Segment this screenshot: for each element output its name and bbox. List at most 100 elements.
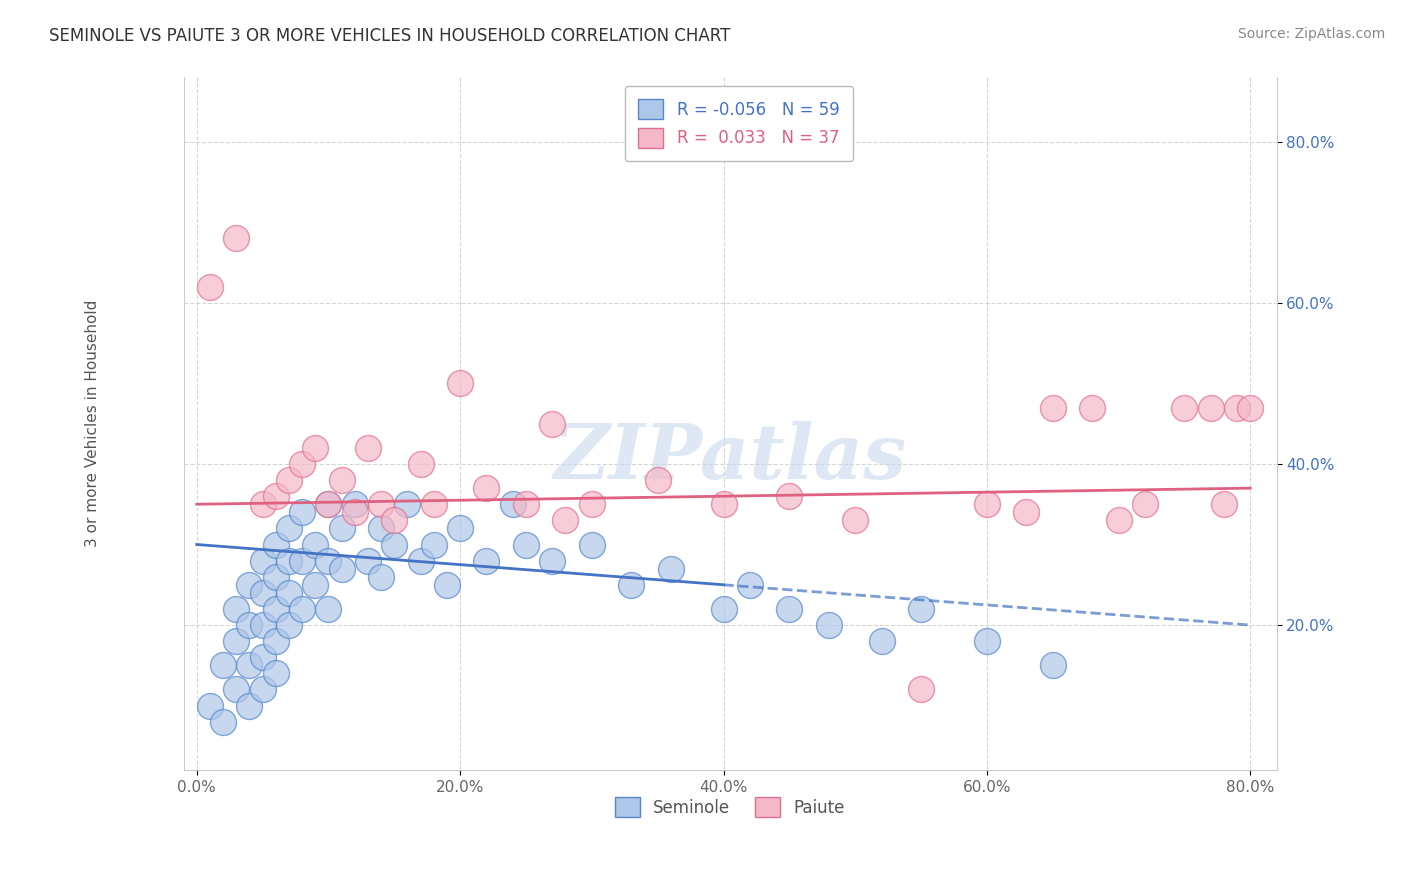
- Point: [252, 497, 274, 511]
- Point: [423, 497, 446, 511]
- Point: [382, 537, 405, 551]
- Point: [330, 473, 353, 487]
- Point: [1212, 497, 1234, 511]
- Text: Source: ZipAtlas.com: Source: ZipAtlas.com: [1237, 27, 1385, 41]
- Point: [318, 497, 340, 511]
- Point: [318, 553, 340, 567]
- Text: SEMINOLE VS PAIUTE 3 OR MORE VEHICLES IN HOUSEHOLD CORRELATION CHART: SEMINOLE VS PAIUTE 3 OR MORE VEHICLES IN…: [49, 27, 731, 45]
- Point: [291, 602, 314, 616]
- Point: [647, 473, 669, 487]
- Point: [212, 658, 235, 673]
- Point: [252, 618, 274, 632]
- Legend: Seminole, Paiute: Seminole, Paiute: [609, 790, 852, 824]
- Text: ZIPatlas: ZIPatlas: [554, 421, 907, 495]
- Point: [225, 634, 247, 648]
- Point: [252, 553, 274, 567]
- Point: [278, 618, 301, 632]
- Point: [554, 513, 576, 527]
- Point: [1199, 401, 1222, 415]
- Point: [659, 562, 682, 576]
- Point: [278, 553, 301, 567]
- Point: [264, 666, 287, 681]
- Point: [409, 457, 432, 471]
- Point: [238, 698, 260, 713]
- Point: [713, 497, 735, 511]
- Point: [1015, 505, 1038, 519]
- Point: [291, 457, 314, 471]
- Point: [343, 497, 366, 511]
- Point: [1108, 513, 1130, 527]
- Point: [475, 481, 498, 495]
- Point: [304, 441, 326, 455]
- Point: [291, 505, 314, 519]
- Point: [198, 280, 221, 294]
- Point: [502, 497, 524, 511]
- Point: [423, 537, 446, 551]
- Point: [264, 602, 287, 616]
- Point: [1226, 401, 1249, 415]
- Point: [515, 497, 537, 511]
- Point: [252, 650, 274, 665]
- Point: [212, 714, 235, 729]
- Point: [238, 658, 260, 673]
- Point: [581, 537, 603, 551]
- Point: [304, 537, 326, 551]
- Point: [264, 537, 287, 551]
- Point: [225, 231, 247, 245]
- Point: [357, 441, 380, 455]
- Point: [343, 505, 366, 519]
- Point: [910, 682, 932, 697]
- Point: [515, 537, 537, 551]
- Point: [318, 602, 340, 616]
- Point: [357, 553, 380, 567]
- Point: [225, 682, 247, 697]
- Point: [278, 473, 301, 487]
- Point: [264, 634, 287, 648]
- Point: [1042, 401, 1064, 415]
- Point: [738, 578, 761, 592]
- Point: [778, 602, 800, 616]
- Point: [225, 602, 247, 616]
- Point: [818, 618, 841, 632]
- Point: [1239, 401, 1261, 415]
- Point: [238, 578, 260, 592]
- Point: [370, 521, 392, 535]
- Point: [370, 497, 392, 511]
- Point: [278, 586, 301, 600]
- Point: [264, 570, 287, 584]
- Point: [976, 497, 998, 511]
- Point: [870, 634, 893, 648]
- Point: [252, 586, 274, 600]
- Point: [409, 553, 432, 567]
- Y-axis label: 3 or more Vehicles in Household: 3 or more Vehicles in Household: [86, 300, 100, 548]
- Point: [541, 417, 564, 431]
- Point: [713, 602, 735, 616]
- Point: [976, 634, 998, 648]
- Point: [198, 698, 221, 713]
- Point: [278, 521, 301, 535]
- Point: [318, 497, 340, 511]
- Point: [1081, 401, 1104, 415]
- Point: [264, 489, 287, 503]
- Point: [330, 521, 353, 535]
- Point: [581, 497, 603, 511]
- Point: [382, 513, 405, 527]
- Point: [475, 553, 498, 567]
- Point: [541, 553, 564, 567]
- Point: [252, 682, 274, 697]
- Point: [304, 578, 326, 592]
- Point: [330, 562, 353, 576]
- Point: [1042, 658, 1064, 673]
- Point: [291, 553, 314, 567]
- Point: [238, 618, 260, 632]
- Point: [449, 521, 471, 535]
- Point: [396, 497, 419, 511]
- Point: [910, 602, 932, 616]
- Point: [620, 578, 643, 592]
- Point: [370, 570, 392, 584]
- Point: [844, 513, 866, 527]
- Point: [778, 489, 800, 503]
- Point: [1133, 497, 1156, 511]
- Point: [449, 376, 471, 391]
- Point: [1173, 401, 1195, 415]
